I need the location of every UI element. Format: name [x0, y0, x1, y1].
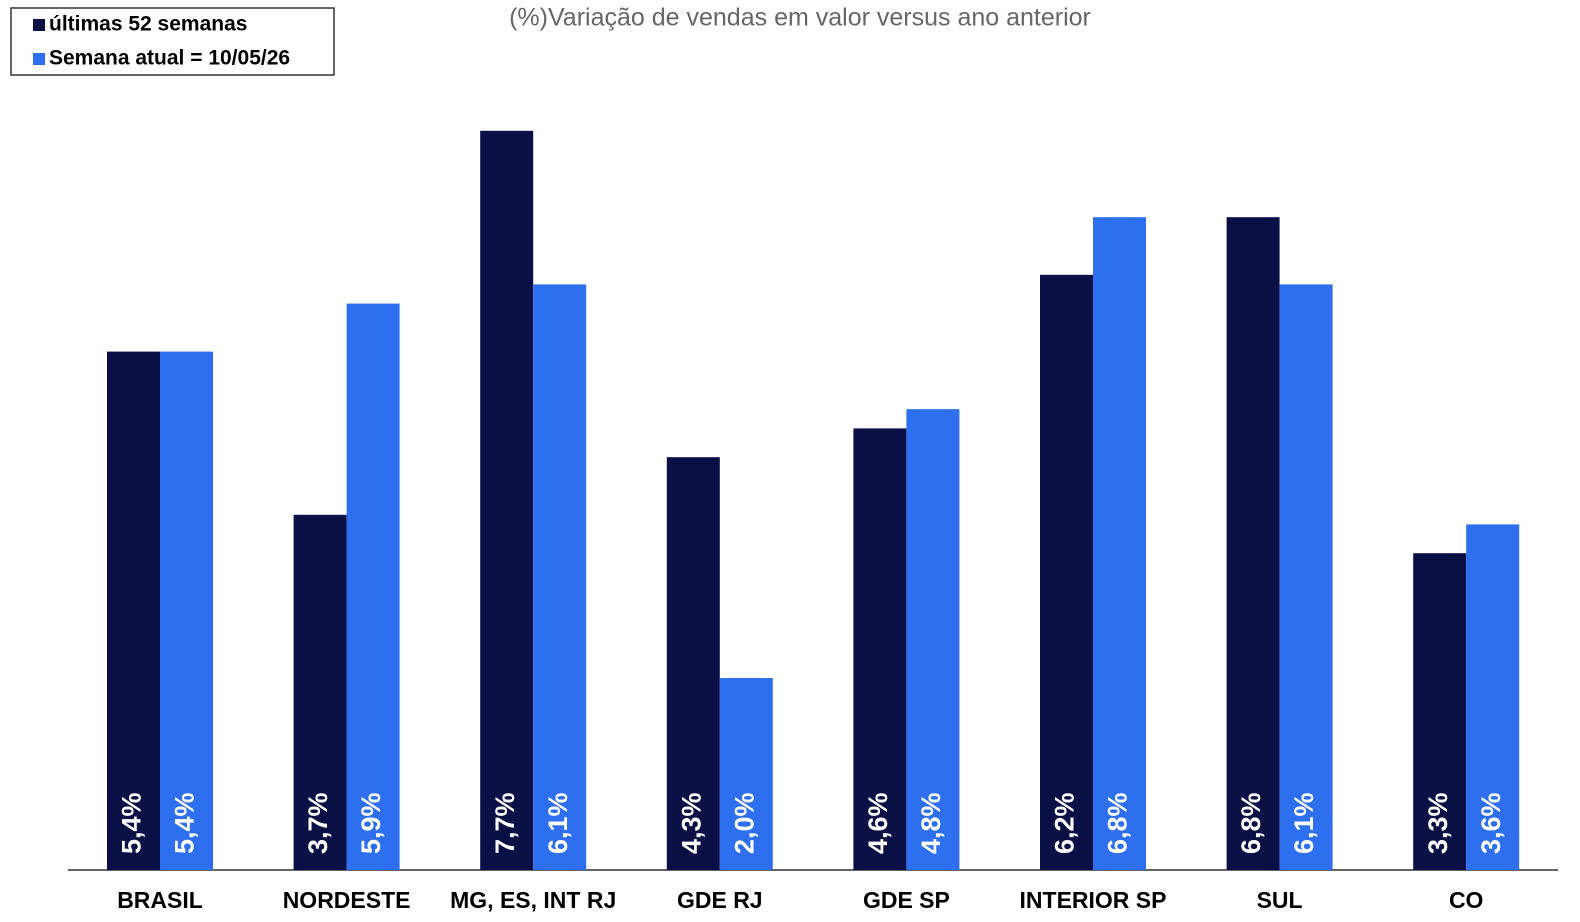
x-tick-label: NORDESTE — [283, 887, 411, 913]
bar — [719, 678, 773, 870]
bar — [160, 351, 213, 871]
value-label: 6,8% — [1236, 792, 1266, 854]
bar — [533, 284, 587, 870]
bar — [906, 409, 960, 870]
x-tick-label: GDE RJ — [677, 887, 763, 913]
value-label: 3,7% — [303, 792, 333, 854]
bar — [480, 130, 534, 871]
value-label: 4,6% — [863, 792, 893, 854]
x-tick-label: SUL — [1257, 887, 1303, 913]
bar — [1040, 274, 1093, 870]
bar — [1466, 524, 1520, 870]
x-tick-label: INTERIOR SP — [1020, 887, 1167, 913]
value-label: 7,7% — [490, 792, 520, 854]
x-tick-label: GDE SP — [863, 887, 950, 913]
bar — [1279, 284, 1333, 870]
value-label: 5,9% — [356, 792, 386, 854]
value-label: 5,4% — [117, 792, 147, 854]
bar — [107, 351, 160, 871]
bar — [853, 428, 907, 870]
x-tick-label: CO — [1449, 887, 1484, 913]
value-label: 5,4% — [170, 792, 200, 854]
value-label: 4,8% — [916, 792, 946, 854]
value-label: 2,0% — [729, 792, 759, 854]
x-tick-label: MG, ES, INT RJ — [450, 887, 616, 913]
bar — [1093, 217, 1146, 870]
bar — [293, 514, 347, 870]
chart-title: (%)Variação de vendas em valor versus an… — [509, 4, 1091, 32]
value-label: 6,2% — [1050, 792, 1080, 854]
legend-label: últimas 52 semanas — [49, 13, 247, 36]
legend-swatch — [33, 19, 45, 31]
value-label: 6,1% — [543, 792, 573, 854]
legend-swatch — [33, 53, 45, 65]
bar — [1413, 553, 1467, 870]
legend-label: Semana atual = 10/05/26 — [49, 47, 290, 70]
value-label: 4,3% — [676, 792, 706, 854]
bar — [346, 303, 400, 871]
value-label: 6,8% — [1103, 792, 1133, 854]
bar — [666, 457, 720, 870]
legend-box — [10, 7, 335, 76]
x-tick-label: BRASIL — [117, 887, 203, 913]
value-label: 6,1% — [1289, 792, 1319, 854]
value-label: 3,3% — [1423, 792, 1453, 854]
bar — [1226, 217, 1280, 870]
value-label: 3,6% — [1476, 792, 1506, 854]
